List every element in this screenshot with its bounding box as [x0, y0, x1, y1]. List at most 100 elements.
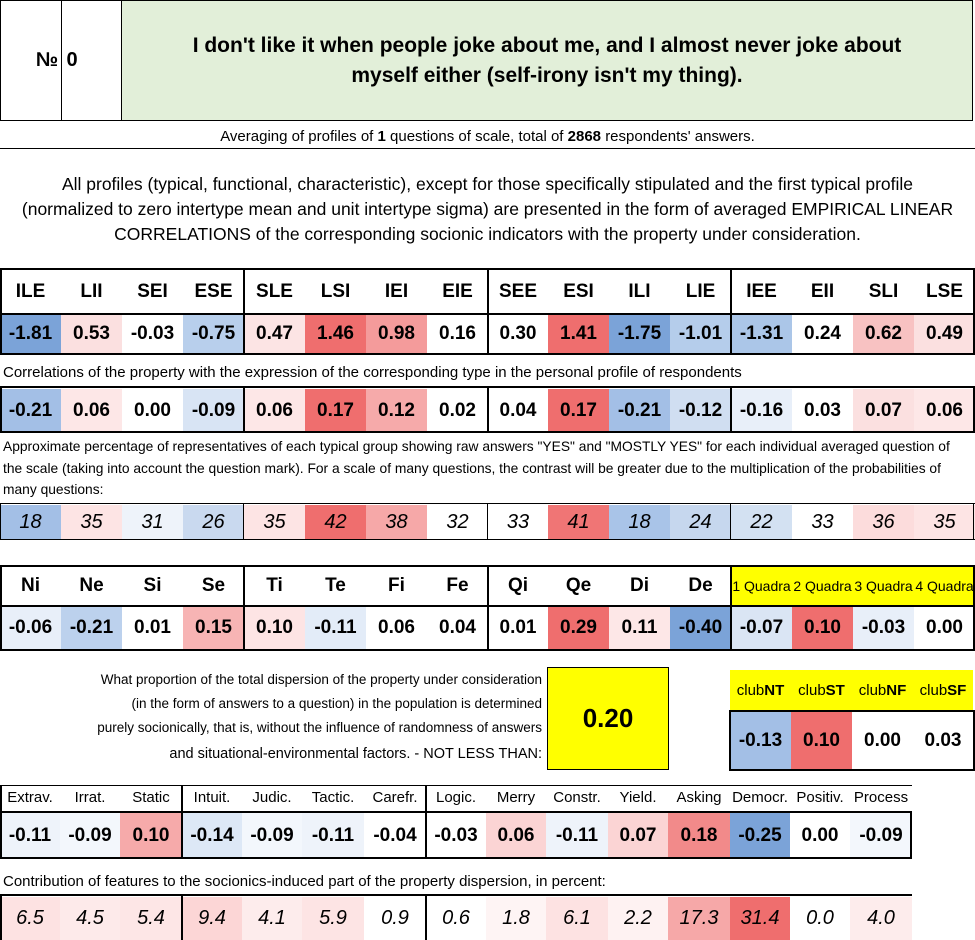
rule-line	[0, 785, 2, 859]
type-percentage: 41	[548, 505, 609, 540]
trait-header: Positiv.	[796, 788, 844, 806]
rule-line	[487, 503, 488, 540]
type-percentage: 32	[427, 505, 488, 540]
type-value: -1.75	[609, 314, 670, 354]
quadra-value: -0.03	[853, 607, 914, 649]
rule-line	[973, 503, 974, 540]
type-header: ILI	[628, 281, 651, 302]
header-number-box	[0, 0, 62, 121]
rule-line	[0, 387, 2, 432]
type-header: ILE	[15, 281, 46, 302]
trait-contribution: 6.5	[0, 897, 60, 940]
dispersion-text: What proportion of the total dispersion …	[0, 668, 545, 770]
rule-line	[425, 894, 427, 940]
club-prefix: club	[858, 681, 887, 699]
dispersion-line-4: and situational-environmental factors. -…	[169, 746, 542, 762]
quadra-header: 4 Quadra	[914, 566, 975, 606]
type-correlation: 0.06	[914, 389, 975, 432]
function-header: Qi	[507, 575, 529, 596]
dispersion-line-2: (in the form of answers to a question) i…	[131, 696, 542, 711]
function-header: Di	[630, 575, 649, 596]
trait-value: 0.00	[790, 813, 850, 858]
type-percentage: 24	[670, 505, 731, 540]
quadra-value: 0.00	[914, 607, 975, 649]
trait-header: Logic.	[435, 788, 477, 806]
trait-header: Merry	[496, 788, 536, 806]
averaging-suffix: respondents' answers.	[605, 127, 755, 145]
function-header: Si	[143, 575, 162, 596]
type-value: 1.46	[305, 314, 366, 354]
type-value: 0.98	[366, 314, 427, 354]
type-header: LII	[80, 281, 103, 302]
trait-value: 0.06	[486, 813, 546, 858]
trait-value: -0.09	[850, 813, 912, 858]
quadra-header: 3 Quadra	[853, 566, 914, 606]
rule-line	[243, 503, 244, 540]
averaging-divider	[0, 148, 975, 149]
trait-header: Extrav.	[7, 788, 53, 806]
number-value-box	[62, 0, 122, 121]
quadra-header: 1 Quadra	[731, 566, 792, 606]
trait-contribution: 2.2	[608, 897, 668, 940]
type-value: -1.81	[0, 314, 61, 354]
club-header: club SF	[913, 670, 973, 710]
type-header: LSE	[926, 281, 963, 302]
function-header: Ni	[21, 575, 40, 596]
type-correlation: -0.16	[731, 389, 792, 432]
club-code: ST	[825, 681, 845, 699]
club-header: club NT	[730, 670, 791, 710]
function-value: -0.06	[0, 607, 61, 649]
type-percentage: 35	[244, 505, 305, 540]
type-value: 0.49	[914, 314, 975, 354]
club-header: club ST	[791, 670, 852, 710]
trait-header: Intuit.	[193, 788, 231, 806]
type-value: 0.62	[853, 314, 914, 354]
description: All profiles (typical, functional, chara…	[21, 173, 954, 244]
quadra-value: 0.10	[792, 607, 853, 649]
club-prefix: club	[736, 681, 765, 699]
trait-header: Constr.	[553, 788, 601, 806]
type-percentage: 22	[731, 505, 792, 540]
rule-line	[0, 811, 912, 813]
rule-line	[243, 268, 245, 354]
type-percentage: 42	[305, 505, 366, 540]
trait-header: Tactic.	[311, 788, 355, 806]
trait-header: Irrat.	[74, 788, 106, 806]
function-value: 0.04	[427, 607, 488, 649]
type-correlation: 0.17	[548, 389, 609, 432]
function-value: 0.10	[244, 607, 305, 649]
club-value: 0.00	[852, 712, 913, 770]
trait-header: Process	[853, 788, 909, 806]
type-percentage: 18	[609, 505, 670, 540]
rule-line	[0, 268, 2, 354]
type-value: 0.53	[61, 314, 122, 354]
rule-line	[973, 710, 975, 771]
type-value: -1.01	[670, 314, 731, 354]
function-value: 0.15	[183, 607, 244, 649]
type-correlation: 0.00	[122, 389, 183, 432]
rule-line	[487, 387, 489, 432]
number-label: №	[35, 49, 58, 71]
rule-line	[729, 710, 731, 771]
type-header: SEI	[137, 281, 168, 302]
type-value: 0.30	[488, 314, 548, 354]
trait-value: 0.10	[120, 813, 182, 858]
trait-value: -0.25	[730, 813, 790, 858]
type-header: EIE	[442, 281, 473, 302]
quadra-header: 2 Quadra	[792, 566, 853, 606]
type-value: 1.41	[548, 314, 609, 354]
trait-contribution: 4.1	[242, 897, 302, 940]
trait-contribution: 0.6	[426, 897, 486, 940]
rule-line	[973, 268, 975, 354]
type-percentage: 35	[914, 505, 975, 540]
page-title: I don't like it when people joke about m…	[122, 0, 973, 121]
rule-line	[973, 565, 975, 651]
function-value: -0.21	[61, 607, 122, 649]
trait-value: 0.07	[608, 813, 668, 858]
type-correlation: -0.21	[0, 389, 61, 432]
respondent-count: 2868	[567, 127, 602, 145]
type-correlation: 0.12	[366, 389, 427, 432]
type-percentage: 36	[853, 505, 914, 540]
trait-value: -0.11	[0, 813, 60, 858]
club-prefix: club	[919, 681, 948, 699]
